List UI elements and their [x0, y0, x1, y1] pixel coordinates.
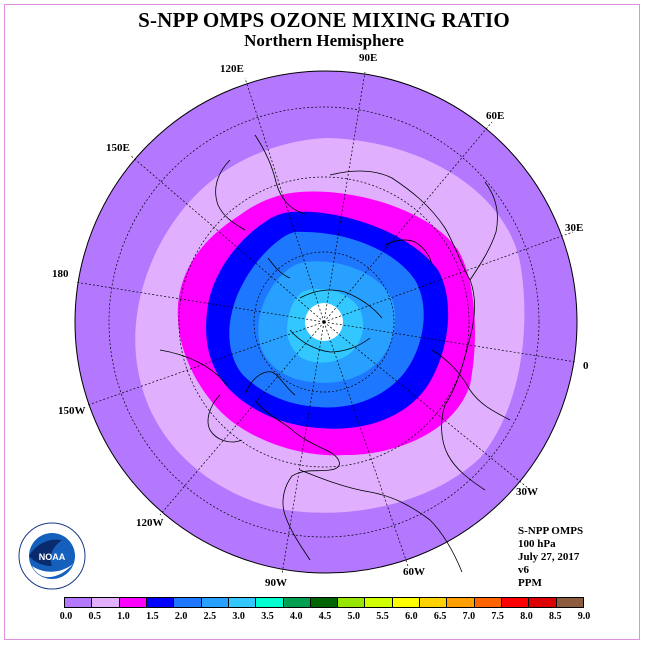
colorbar-tick-label: 9.0: [577, 611, 591, 622]
colorbar-tick-label: 4.5: [318, 611, 332, 622]
lon-label-150E: 150E: [106, 142, 130, 154]
colorbar-tick-label: 0.5: [88, 611, 102, 622]
info-block: S-NPP OMPS 100 hPa July 27, 2017 v6 PPM: [518, 525, 583, 590]
colorbar-cell: [283, 598, 311, 607]
colorbar-tick-label: 7.0: [462, 611, 476, 622]
colorbar-tick-label: 0.0: [59, 611, 73, 622]
lon-label-60W: 60W: [403, 566, 425, 578]
lon-label-120W: 120W: [136, 517, 164, 529]
noaa-logo: NOAA: [18, 522, 86, 590]
colorbar-tick-label: 5.5: [376, 611, 389, 622]
lon-label-60E: 60E: [486, 110, 505, 122]
figure-border: [4, 4, 640, 640]
lon-label-180: 180: [52, 268, 69, 280]
info-date: July 27, 2017: [518, 551, 580, 563]
map-outline: [74, 70, 578, 574]
colorbar-tick-label: 6.5: [433, 611, 447, 622]
colorbar-tick-label: 3.5: [261, 611, 274, 622]
graticule: [74, 71, 577, 575]
lon-label-30W: 30W: [516, 486, 538, 498]
colorbar-tick-label: 8.5: [548, 611, 562, 622]
colorbar-cell: [365, 598, 393, 607]
page-subtitle: Northern Hemisphere: [244, 31, 404, 50]
colorbar-cell: [338, 598, 366, 607]
colorbar-cell: [201, 598, 229, 607]
colorbar: [64, 597, 584, 608]
lon-label-150W: 150W: [58, 405, 86, 417]
coastlines: [159, 134, 511, 573]
info-instrument: S-NPP OMPS: [518, 525, 584, 537]
colorbar-tick-label: 2.5: [203, 611, 217, 622]
colorbar-tick-label: 3.0: [232, 611, 245, 622]
colorbar-tick-label: 1.5: [146, 611, 159, 622]
colorbar-tick-label: 1.0: [117, 611, 130, 622]
colorbar-cell: [447, 598, 475, 607]
colorbar-cell: [92, 598, 120, 607]
colorbar-cell: [392, 598, 421, 607]
colorbar-cell: [65, 598, 93, 607]
colorbar-tick-label: 4.0: [289, 611, 303, 622]
colorbar-tick-label: 7.5: [491, 611, 504, 622]
colorbar-tick-label: 6.0: [405, 611, 418, 622]
colorbar-cell: [474, 598, 502, 607]
info-version: v6: [518, 564, 529, 576]
info-pressure: 100 hPa: [518, 538, 556, 550]
logo-wordmark: NOAA: [39, 552, 66, 562]
colorbar-cell: [119, 598, 147, 607]
colorbar-cell: [420, 598, 448, 607]
colorbar-cell: [310, 598, 339, 607]
lon-label-120E: 120E: [220, 63, 244, 75]
lon-label-30E: 30E: [565, 222, 584, 234]
colorbar-cell: [529, 598, 557, 607]
colorbar-cell: [146, 598, 175, 607]
lon-label-90W: 90W: [265, 577, 287, 589]
colorbar-tick-label: 5.0: [347, 611, 361, 622]
lon-label-0: 0: [583, 360, 589, 372]
page-title: S-NPP OMPS OZONE MIXING RATIO: [138, 8, 510, 32]
colorbar-tick-label: 8.0: [520, 611, 533, 622]
colorbar-cell: [502, 598, 530, 607]
colorbar-cell: [256, 598, 284, 607]
colorbar-cell: [174, 598, 202, 607]
colorbar-cell: [556, 598, 583, 607]
colorbar-cell: [228, 598, 257, 607]
info-units: PPM: [518, 577, 542, 589]
colorbar-tick-label: 2.0: [174, 611, 188, 622]
lon-label-90E: 90E: [359, 52, 378, 64]
